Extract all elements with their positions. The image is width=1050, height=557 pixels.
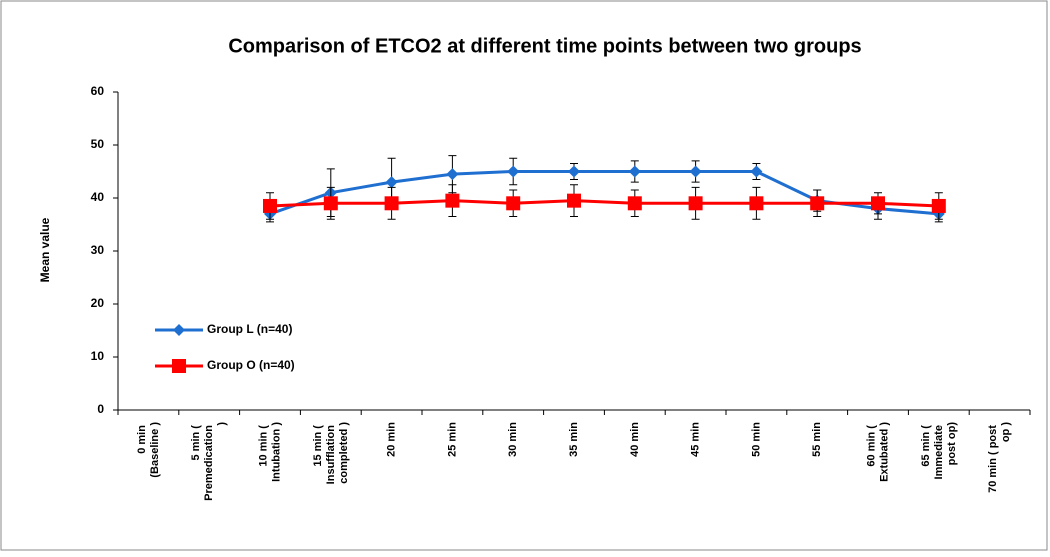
series-line [269,199,939,208]
x-tick-label: 55 min [811,422,823,457]
marker [749,196,764,211]
chart-title: Comparison of ETCO2 at different time po… [228,35,861,57]
x-tick-label: 45 min [690,422,702,457]
x-tick-label-group: 35 min [568,422,580,457]
marker [750,165,763,178]
y-tick-label: 10 [91,349,105,363]
marker [810,196,825,211]
y-tick-label: 60 [91,84,105,98]
x-tick-label-group: 5 min ( Premedication ) [190,422,228,501]
y-tick-label: 40 [91,190,105,204]
x-tick-label: 50 min [750,422,762,457]
x-tick-label: 25 min [446,422,458,457]
x-tick-label: 0 min (Baseline ) [136,422,161,478]
x-tick-label-group: 60 min ( Extubated ) [865,422,890,482]
marker [385,176,398,189]
marker [507,165,520,178]
marker [689,165,702,178]
x-tick-label: 70 min ( post op ) [987,422,1012,493]
y-tick-label: 20 [91,296,105,310]
x-tick-label: 35 min [568,422,580,457]
marker [628,165,641,178]
y-axis-label: Mean value [38,217,52,282]
marker [263,198,277,213]
y-tick-label: 30 [91,243,105,257]
x-tick-label-group: 10 min ( Intubation ) [257,422,282,482]
x-tick-label: 10 min ( Intubation ) [257,422,282,482]
marker [931,198,946,213]
y-tick-label: 50 [91,137,105,151]
x-tick-label: 40 min [629,422,641,457]
x-tick-label-group: 65 min ( Immediate post op) [920,422,958,480]
marker [627,196,642,211]
x-tick-label-group: 50 min [750,422,762,457]
marker [688,196,703,211]
marker [445,193,460,208]
x-tick-label-group: 55 min [811,422,823,457]
legend-label: Group O (n=40) [207,358,295,372]
y-tick-label: 0 [97,402,104,416]
marker [871,196,885,211]
x-tick-label: 60 min ( Extubated ) [865,422,890,482]
x-tick-label-group: 40 min [629,422,641,457]
x-tick-label-group: 20 min [386,422,398,457]
x-tick-label: 5 min ( Premedication ) [190,422,228,501]
marker [568,165,580,178]
marker [506,196,521,211]
marker [567,193,581,208]
x-tick-label-group: 30 min [507,422,519,457]
x-tick-label: 20 min [386,422,398,457]
x-tick-label-group: 45 min [690,422,702,457]
legend-marker [172,359,186,373]
marker [323,196,338,211]
legend-label: Group L (n=40) [207,322,292,336]
x-tick-label-group: 15 min ( Insufflation completed ) [312,422,350,485]
x-tick-label-group: 70 min ( post op ) [987,422,1012,493]
legend-marker [173,324,185,336]
x-tick-label: 30 min [507,422,519,457]
marker [384,196,399,211]
x-tick-label-group: 25 min [446,422,458,457]
x-tick-label: 15 min ( Insufflation completed ) [312,422,350,485]
marker [446,168,459,181]
x-tick-label-group: 0 min (Baseline ) [136,422,161,478]
x-tick-label: 65 min ( Immediate post op) [920,422,958,480]
